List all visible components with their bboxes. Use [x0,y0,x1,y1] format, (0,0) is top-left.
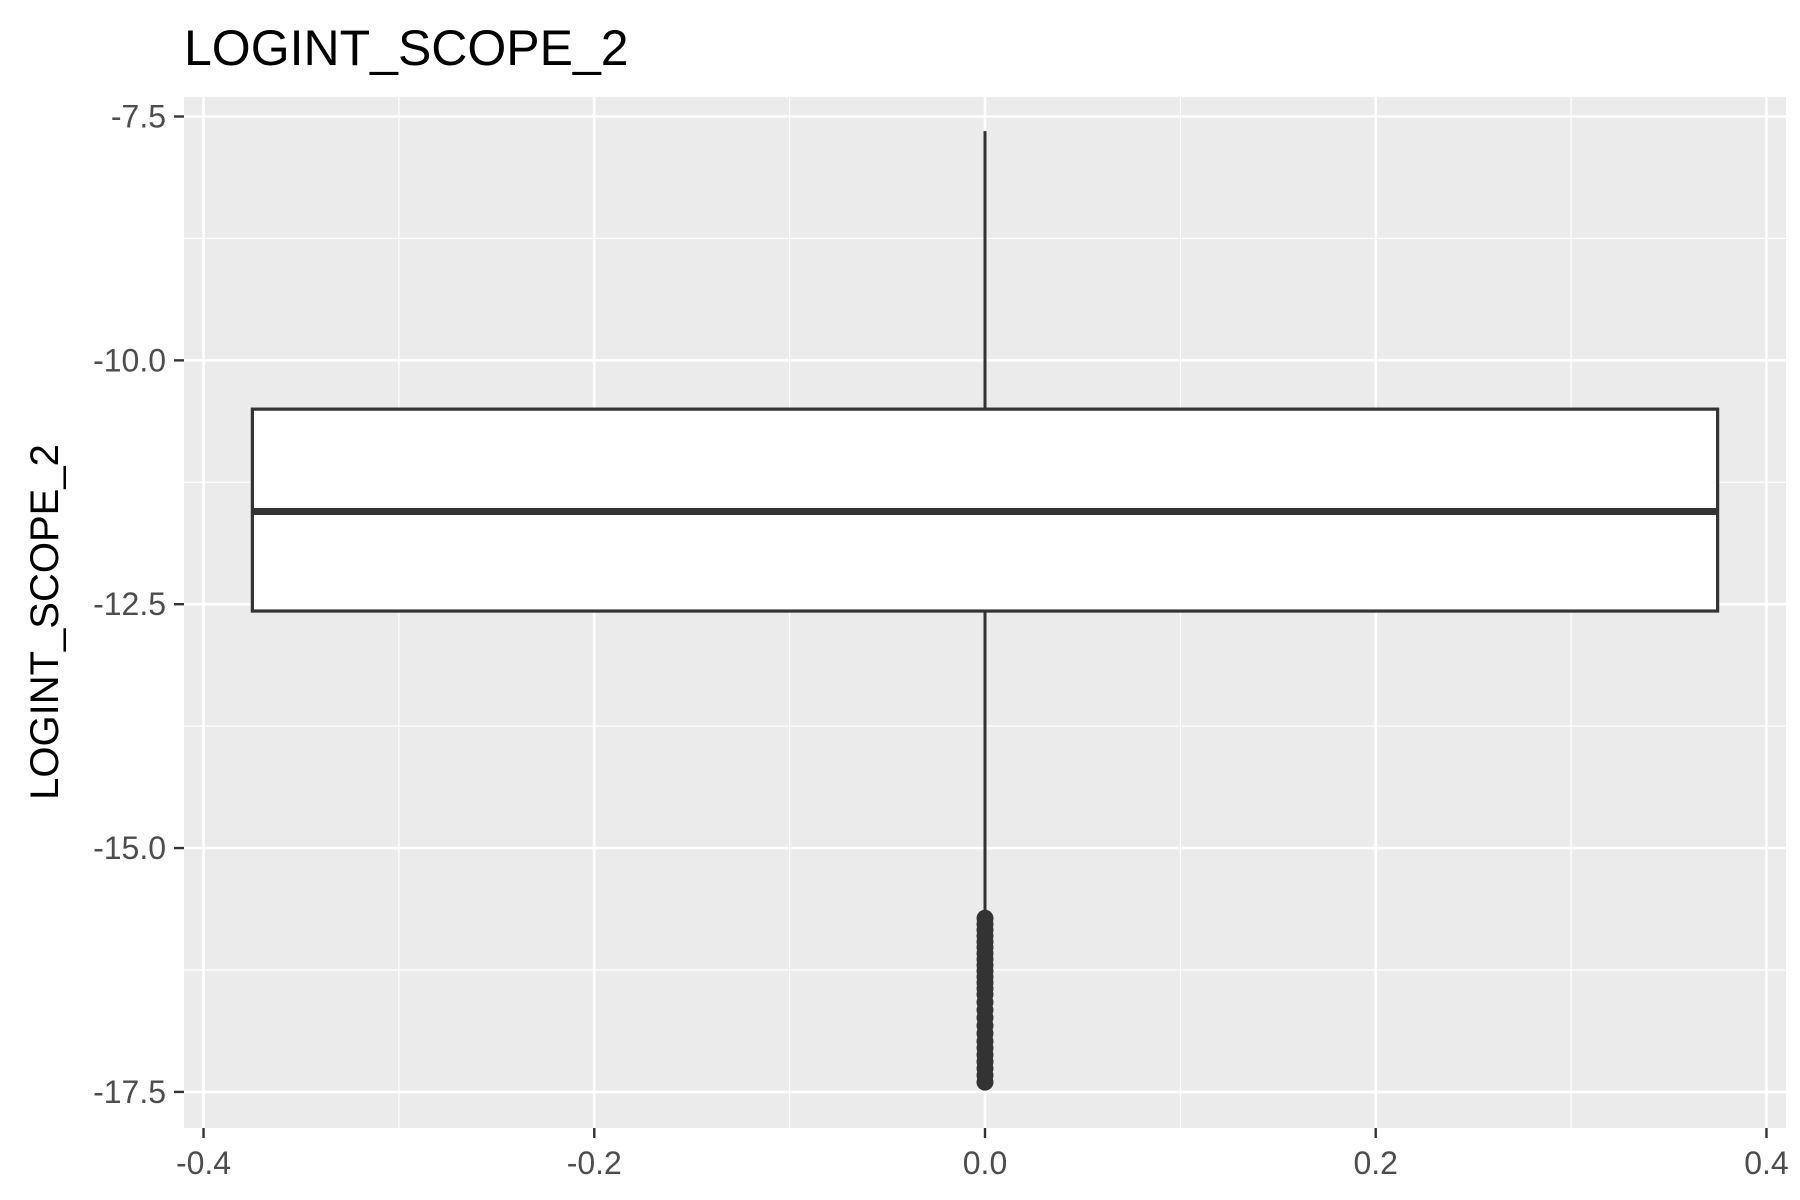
y-tick-labels: -7.5 -10.0 -12.5 -15.0 -17.5 [93,99,166,1110]
y-tick-label: -17.5 [93,1074,166,1110]
x-tick-label: 0.0 [963,1145,1007,1181]
y-tick-label: -7.5 [111,99,166,135]
outlier-point [976,1073,994,1091]
y-tick-label: -15.0 [93,830,166,866]
chart-title: LOGINT_SCOPE_2 [184,20,629,76]
y-axis-title: LOGINT_SCOPE_2 [23,444,67,800]
outlier-layer [976,909,994,1091]
x-tick-labels: -0.4 -0.2 0.0 0.2 0.4 [176,1145,1789,1181]
axis-ticks [174,115,1768,1138]
x-tick-label: -0.2 [567,1145,622,1181]
y-tick-label: -10.0 [93,342,166,378]
x-tick-label: 0.4 [1744,1145,1788,1181]
box-layer [250,131,1720,917]
y-tick-label: -12.5 [93,586,166,622]
x-tick-label: 0.2 [1353,1145,1397,1181]
x-tick-label: -0.4 [176,1145,231,1181]
